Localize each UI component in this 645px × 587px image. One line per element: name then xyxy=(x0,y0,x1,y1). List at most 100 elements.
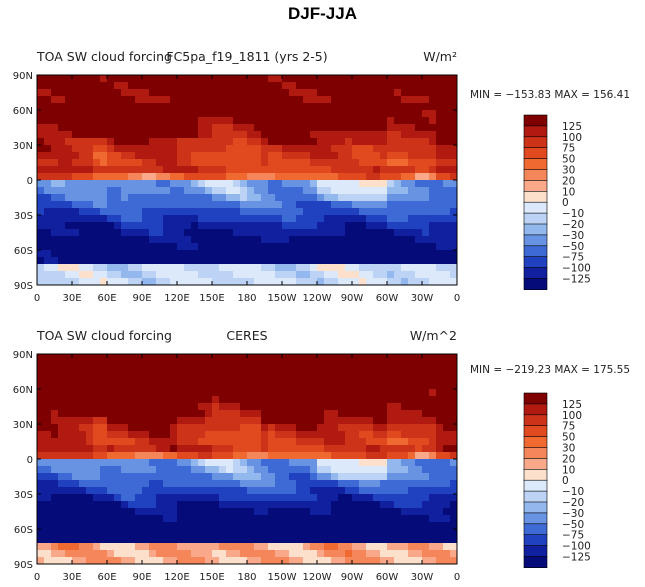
heatmap-cell xyxy=(149,403,157,411)
heatmap-cell xyxy=(212,368,220,376)
heatmap-cell xyxy=(331,508,339,516)
heatmap-cell xyxy=(324,361,332,369)
heatmap-cell xyxy=(338,138,346,146)
heatmap-cell xyxy=(338,536,346,544)
heatmap-cell xyxy=(65,438,73,446)
heatmap-cell xyxy=(310,194,318,202)
heatmap-cell xyxy=(296,431,304,439)
heatmap-cell xyxy=(366,138,374,146)
heatmap-cell xyxy=(233,243,241,251)
heatmap-cell xyxy=(177,194,185,202)
heatmap-cell xyxy=(142,557,150,565)
heatmap-cell xyxy=(72,278,80,286)
heatmap-cell xyxy=(331,89,339,97)
heatmap-cell xyxy=(373,215,381,223)
heatmap-cell xyxy=(72,82,80,90)
heatmap-cell xyxy=(142,173,150,181)
heatmap-cell xyxy=(338,424,346,432)
heatmap-cell xyxy=(408,152,416,160)
heatmap-cell xyxy=(401,173,409,181)
heatmap-cell xyxy=(240,445,248,453)
heatmap-cell xyxy=(107,452,115,460)
heatmap-cell xyxy=(177,417,185,425)
heatmap-cell xyxy=(275,396,283,404)
heatmap-cell xyxy=(72,201,80,209)
heatmap-cell xyxy=(128,438,136,446)
heatmap-cell xyxy=(128,89,136,97)
heatmap-cell xyxy=(268,243,276,251)
heatmap-cell xyxy=(135,145,143,153)
heatmap-cell xyxy=(324,543,332,551)
heatmap-cell xyxy=(240,459,248,467)
heatmap-cell xyxy=(86,201,94,209)
heatmap-cell xyxy=(429,543,437,551)
heatmap-cell xyxy=(226,375,234,383)
heatmap-cell xyxy=(58,229,66,237)
heatmap-cell xyxy=(226,459,234,467)
heatmap-cell xyxy=(282,173,290,181)
heatmap-cell xyxy=(58,110,66,118)
heatmap-cell xyxy=(72,354,80,362)
heatmap-cell xyxy=(254,529,262,537)
heatmap-cell xyxy=(51,389,59,397)
heatmap-cell xyxy=(226,515,234,523)
heatmap-cell xyxy=(226,368,234,376)
heatmap-cell xyxy=(58,361,66,369)
heatmap-cell xyxy=(177,257,185,265)
heatmap-cell xyxy=(261,438,269,446)
heatmap-cell xyxy=(191,494,199,502)
heatmap-cell xyxy=(408,403,416,411)
heatmap-cell xyxy=(282,131,290,139)
heatmap-cell xyxy=(380,250,388,258)
heatmap-cell xyxy=(37,271,45,279)
heatmap-cell xyxy=(142,396,150,404)
heatmap-cell xyxy=(450,417,458,425)
heatmap-cell xyxy=(366,159,374,167)
heatmap-cell xyxy=(219,89,227,97)
heatmap-cell xyxy=(429,424,437,432)
heatmap-cell xyxy=(310,159,318,167)
heatmap-cell xyxy=(212,257,220,265)
heatmap-cell xyxy=(100,187,108,195)
heatmap-cell xyxy=(345,550,353,558)
heatmap-cell xyxy=(429,466,437,474)
heatmap-cell xyxy=(44,522,52,530)
heatmap-cell xyxy=(219,368,227,376)
heatmap-cell xyxy=(51,166,59,174)
heatmap-cell xyxy=(247,201,255,209)
heatmap-cell xyxy=(401,508,409,516)
heatmap-cell xyxy=(345,354,353,362)
heatmap-cell xyxy=(142,215,150,223)
heatmap-cell xyxy=(86,431,94,439)
heatmap-cell xyxy=(450,236,458,244)
heatmap-cell xyxy=(58,75,66,83)
heatmap-cell xyxy=(72,403,80,411)
heatmap-cell xyxy=(275,75,283,83)
heatmap-cell xyxy=(121,480,129,488)
heatmap-cell xyxy=(219,494,227,502)
heatmap-cell xyxy=(338,522,346,530)
heatmap-cell xyxy=(86,152,94,160)
heatmap-cell xyxy=(233,229,241,237)
heatmap-cell xyxy=(443,278,451,286)
heatmap-cell xyxy=(415,396,423,404)
colorbar-label: 10 xyxy=(562,186,575,198)
heatmap-cell xyxy=(331,222,339,230)
heatmap-cell xyxy=(65,529,73,537)
heatmap-cell xyxy=(184,396,192,404)
heatmap-cell xyxy=(72,452,80,460)
heatmap-cell xyxy=(422,82,430,90)
heatmap-cell xyxy=(128,431,136,439)
heatmap-cell xyxy=(114,278,122,286)
heatmap-cell xyxy=(184,480,192,488)
heatmap-cell xyxy=(359,550,367,558)
heatmap-cell xyxy=(387,515,395,523)
heatmap-cell xyxy=(359,117,367,125)
heatmap-cell xyxy=(226,431,234,439)
heatmap-cell xyxy=(149,354,157,362)
heatmap-cell xyxy=(198,229,206,237)
heatmap-cell xyxy=(205,215,213,223)
heatmap-cell xyxy=(135,473,143,481)
heatmap-cell xyxy=(450,138,458,146)
heatmap-cell xyxy=(149,166,157,174)
